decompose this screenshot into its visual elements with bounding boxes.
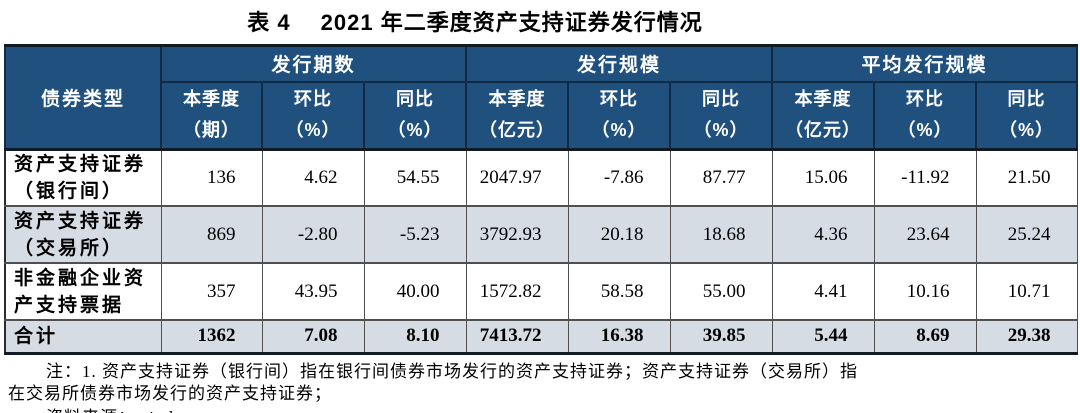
- subheader-avg-yoy: 同比 （%）: [975, 80, 1078, 151]
- table-row-abs-interbank: 资产支持证券 （银行间） 136 4.62 54.55 2047.97 -7.8…: [4, 148, 1078, 207]
- table-title-number: 表 4: [247, 10, 291, 35]
- cell-value: -2.80: [261, 205, 365, 264]
- subheader-count-yoy: 同比 （%）: [363, 80, 467, 151]
- subheader-label: 环比: [600, 89, 638, 110]
- cell-value: 869: [160, 205, 263, 264]
- cell-value: 3792.93: [465, 205, 569, 264]
- cell-value: 7413.72: [465, 319, 569, 354]
- cell-value: 29.38: [975, 319, 1078, 354]
- row-label: 资产支持证券 （银行间）: [4, 148, 162, 207]
- table-title-text: 2021 年二季度资产支持证券发行情况: [320, 10, 703, 35]
- cell-value: 25.24: [975, 205, 1078, 264]
- subheader-label: 同比: [1007, 89, 1046, 110]
- cell-value: 39.85: [669, 319, 773, 354]
- cell-value: 55.00: [669, 262, 773, 321]
- subheader-avg-qoq: 环比 （%）: [873, 80, 977, 151]
- cell-value: 4.62: [261, 148, 365, 207]
- group-header-issue-count: 发行期数: [160, 44, 467, 83]
- cell-value: 136: [160, 148, 263, 207]
- subheader-unit: （%）: [591, 120, 647, 141]
- cell-value: 1572.82: [465, 262, 569, 321]
- table-title: 表 4 2021 年二季度资产支持证券发行情况: [0, 5, 1080, 37]
- subheader-count-quarter: 本季度 （期）: [160, 80, 263, 151]
- subheader-label: 本季度: [794, 89, 852, 110]
- subheader-unit: （亿元）: [785, 120, 861, 141]
- subheader-unit: （%）: [998, 120, 1054, 141]
- row-label: 合计: [4, 319, 162, 354]
- cell-value: 8.10: [363, 319, 467, 354]
- subheader-scale-qoq: 环比 （%）: [567, 80, 671, 151]
- cell-value: 10.16: [873, 262, 977, 321]
- subheader-unit: （%）: [897, 120, 953, 141]
- subheader-label: 本季度: [488, 89, 546, 110]
- footnote-definition: 注：1. 资产支持证券（银行间）指在银行间债券市场发行的资产支持证券；资产支持证…: [8, 361, 858, 403]
- subheader-label: 环比: [294, 89, 332, 110]
- cell-value: -7.86: [567, 148, 671, 207]
- cell-value: 5.44: [771, 319, 875, 354]
- table-row-total: 合计 1362 7.08 8.10 7413.72 16.38 39.85 5.…: [4, 319, 1078, 354]
- subheader-avg-quarter: 本季度 （亿元）: [771, 80, 875, 151]
- cell-value: 1362: [160, 319, 263, 354]
- group-header-issue-scale: 发行规模: [465, 44, 773, 83]
- cell-value: 21.50: [975, 148, 1078, 207]
- header-sub-row: 本季度 （期） 环比 （%） 同比 （%） 本季度 （亿元） 环比 （%） 同比 （%） 本…: [5, 80, 1078, 151]
- subheader-unit: （%）: [387, 120, 443, 141]
- cell-value: 8.69: [873, 319, 977, 354]
- cell-value: 4.36: [771, 205, 875, 264]
- subheader-unit: （亿元）: [479, 120, 555, 141]
- cell-value: 54.55: [363, 148, 467, 207]
- cell-value: 357: [160, 262, 263, 321]
- cell-value: 18.68: [669, 205, 773, 264]
- subheader-unit: （期）: [183, 120, 240, 141]
- cell-value: 20.18: [567, 205, 671, 264]
- subheader-label: 同比: [396, 89, 434, 110]
- row-label: 非金融企业资 产支持票据: [4, 262, 162, 321]
- subheader-scale-yoy: 同比 （%）: [669, 80, 773, 151]
- subheader-scale-quarter: 本季度 （亿元）: [465, 80, 569, 151]
- table-row-abs-exchange: 资产支持证券 （交易所） 869 -2.80 -5.23 3792.93 20.…: [4, 205, 1078, 264]
- subheader-label: 本季度: [183, 89, 240, 110]
- subheader-unit: （%）: [285, 120, 341, 141]
- cell-value: 40.00: [363, 262, 467, 321]
- subheader-unit: （%）: [693, 120, 749, 141]
- subheader-label: 环比: [906, 89, 944, 110]
- cell-value: 2047.97: [465, 148, 569, 207]
- table-footnotes: 注：1. 资产支持证券（银行间）指在银行间债券市场发行的资产支持证券；资产支持证…: [8, 361, 1070, 413]
- cell-value: 10.71: [975, 262, 1078, 321]
- group-header-avg-scale: 平均发行规模: [771, 44, 1078, 83]
- corner-header-bond-type: 债券类型: [4, 44, 162, 151]
- cell-value: 43.95: [261, 262, 365, 321]
- subheader-count-qoq: 环比 （%）: [261, 80, 365, 151]
- row-label: 资产支持证券 （交易所）: [4, 205, 162, 264]
- subheader-label: 同比: [702, 89, 740, 110]
- cell-value: 4.41: [771, 262, 875, 321]
- header-group-row: 债券类型 发行期数 发行规模 平均发行规模: [4, 44, 1078, 151]
- cell-value: 58.58: [567, 262, 671, 321]
- cell-value: 7.08: [261, 319, 365, 354]
- cell-value: 23.64: [873, 205, 977, 264]
- cell-value: 16.38: [567, 319, 671, 354]
- cell-value: 87.77: [669, 148, 773, 207]
- table-row-nonfinancial-abn: 非金融企业资 产支持票据 357 43.95 40.00 1572.82 58.…: [4, 262, 1078, 321]
- issuance-table: 债券类型 发行期数 发行规模 平均发行规模 本季度 （期） 环比 （%） 同比 （%）…: [4, 44, 1078, 355]
- cell-value: -11.92: [873, 148, 977, 207]
- data-source: 资料来源：wind: [8, 407, 1070, 413]
- cell-value: 15.06: [771, 148, 875, 207]
- cell-value: -5.23: [363, 205, 467, 264]
